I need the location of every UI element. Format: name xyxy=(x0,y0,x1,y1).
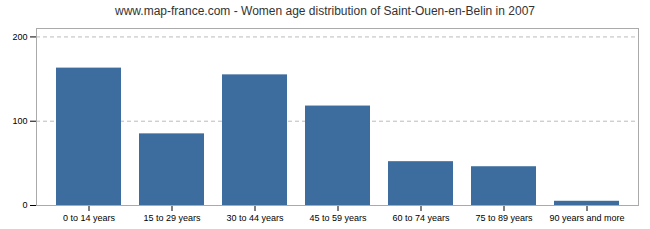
svg-text:60 to 74 years: 60 to 74 years xyxy=(392,213,450,223)
svg-text:45 to 59 years: 45 to 59 years xyxy=(309,213,367,223)
svg-text:200: 200 xyxy=(12,32,27,42)
svg-text:0 to 14 years: 0 to 14 years xyxy=(63,213,116,223)
svg-text:0: 0 xyxy=(22,200,27,210)
html-text:www.map-france.com - Women age: www.map-france.com - Women age distribut… xyxy=(115,4,535,18)
svg-text:90 years and more: 90 years and more xyxy=(549,213,624,223)
svg-text:30 to 44 years: 30 to 44 years xyxy=(226,213,284,223)
svg-text:100: 100 xyxy=(12,116,27,126)
svg-text:75 to 89 years: 75 to 89 years xyxy=(475,213,533,223)
svg-text:15 to 29 years: 15 to 29 years xyxy=(143,213,201,223)
